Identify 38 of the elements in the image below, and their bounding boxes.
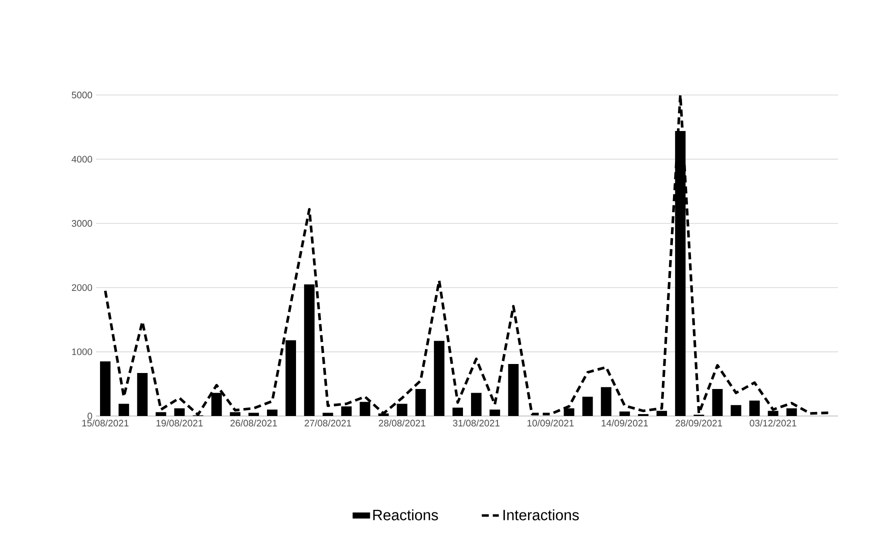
x-tick-label: 26/08/2021: [230, 420, 277, 426]
bar: [600, 387, 612, 416]
bar: [415, 389, 426, 416]
x-tick-label: 10/09/2021: [528, 420, 574, 426]
bar: [434, 340, 444, 416]
bar: [582, 396, 593, 416]
bar: [490, 410, 500, 416]
y-tick-label: 5000: [72, 92, 92, 98]
x-tick-label: 27/08/2021: [304, 420, 352, 426]
legend-label: Reactions: [373, 509, 438, 520]
bar: [471, 392, 482, 416]
x-tick-label: 31/08/2021: [452, 420, 500, 426]
x-tick-label: 19/08/2021: [156, 420, 203, 426]
line-series: [104, 95, 830, 416]
bar: [508, 364, 519, 416]
y-tick-label: 0: [88, 412, 92, 420]
bar: [619, 412, 630, 416]
legend-label: Interactions: [503, 509, 579, 520]
x-tick-label: 14/09/2021: [602, 420, 648, 426]
bar: [322, 412, 334, 416]
y-tick-label: 3000: [72, 220, 92, 227]
bar: [174, 408, 185, 416]
bar: [118, 404, 130, 416]
bar: [749, 400, 760, 416]
bar: [100, 361, 111, 416]
bar: [730, 405, 742, 416]
y-tick-label: 1000: [72, 348, 92, 356]
bar: [266, 410, 278, 416]
bar: [452, 408, 463, 416]
x-tick-label: 28/08/2021: [378, 420, 426, 426]
x-tick-label: 28/09/2021: [676, 420, 722, 426]
x-tick-label: 15/08/2021: [82, 420, 128, 426]
bar: [712, 389, 723, 416]
x-tick-label: 03/12/2021: [750, 420, 796, 426]
y-tick-label: 2000: [72, 284, 92, 291]
bar: [137, 372, 148, 416]
y-tick-label: 4000: [72, 156, 92, 163]
bar: [248, 412, 259, 416]
